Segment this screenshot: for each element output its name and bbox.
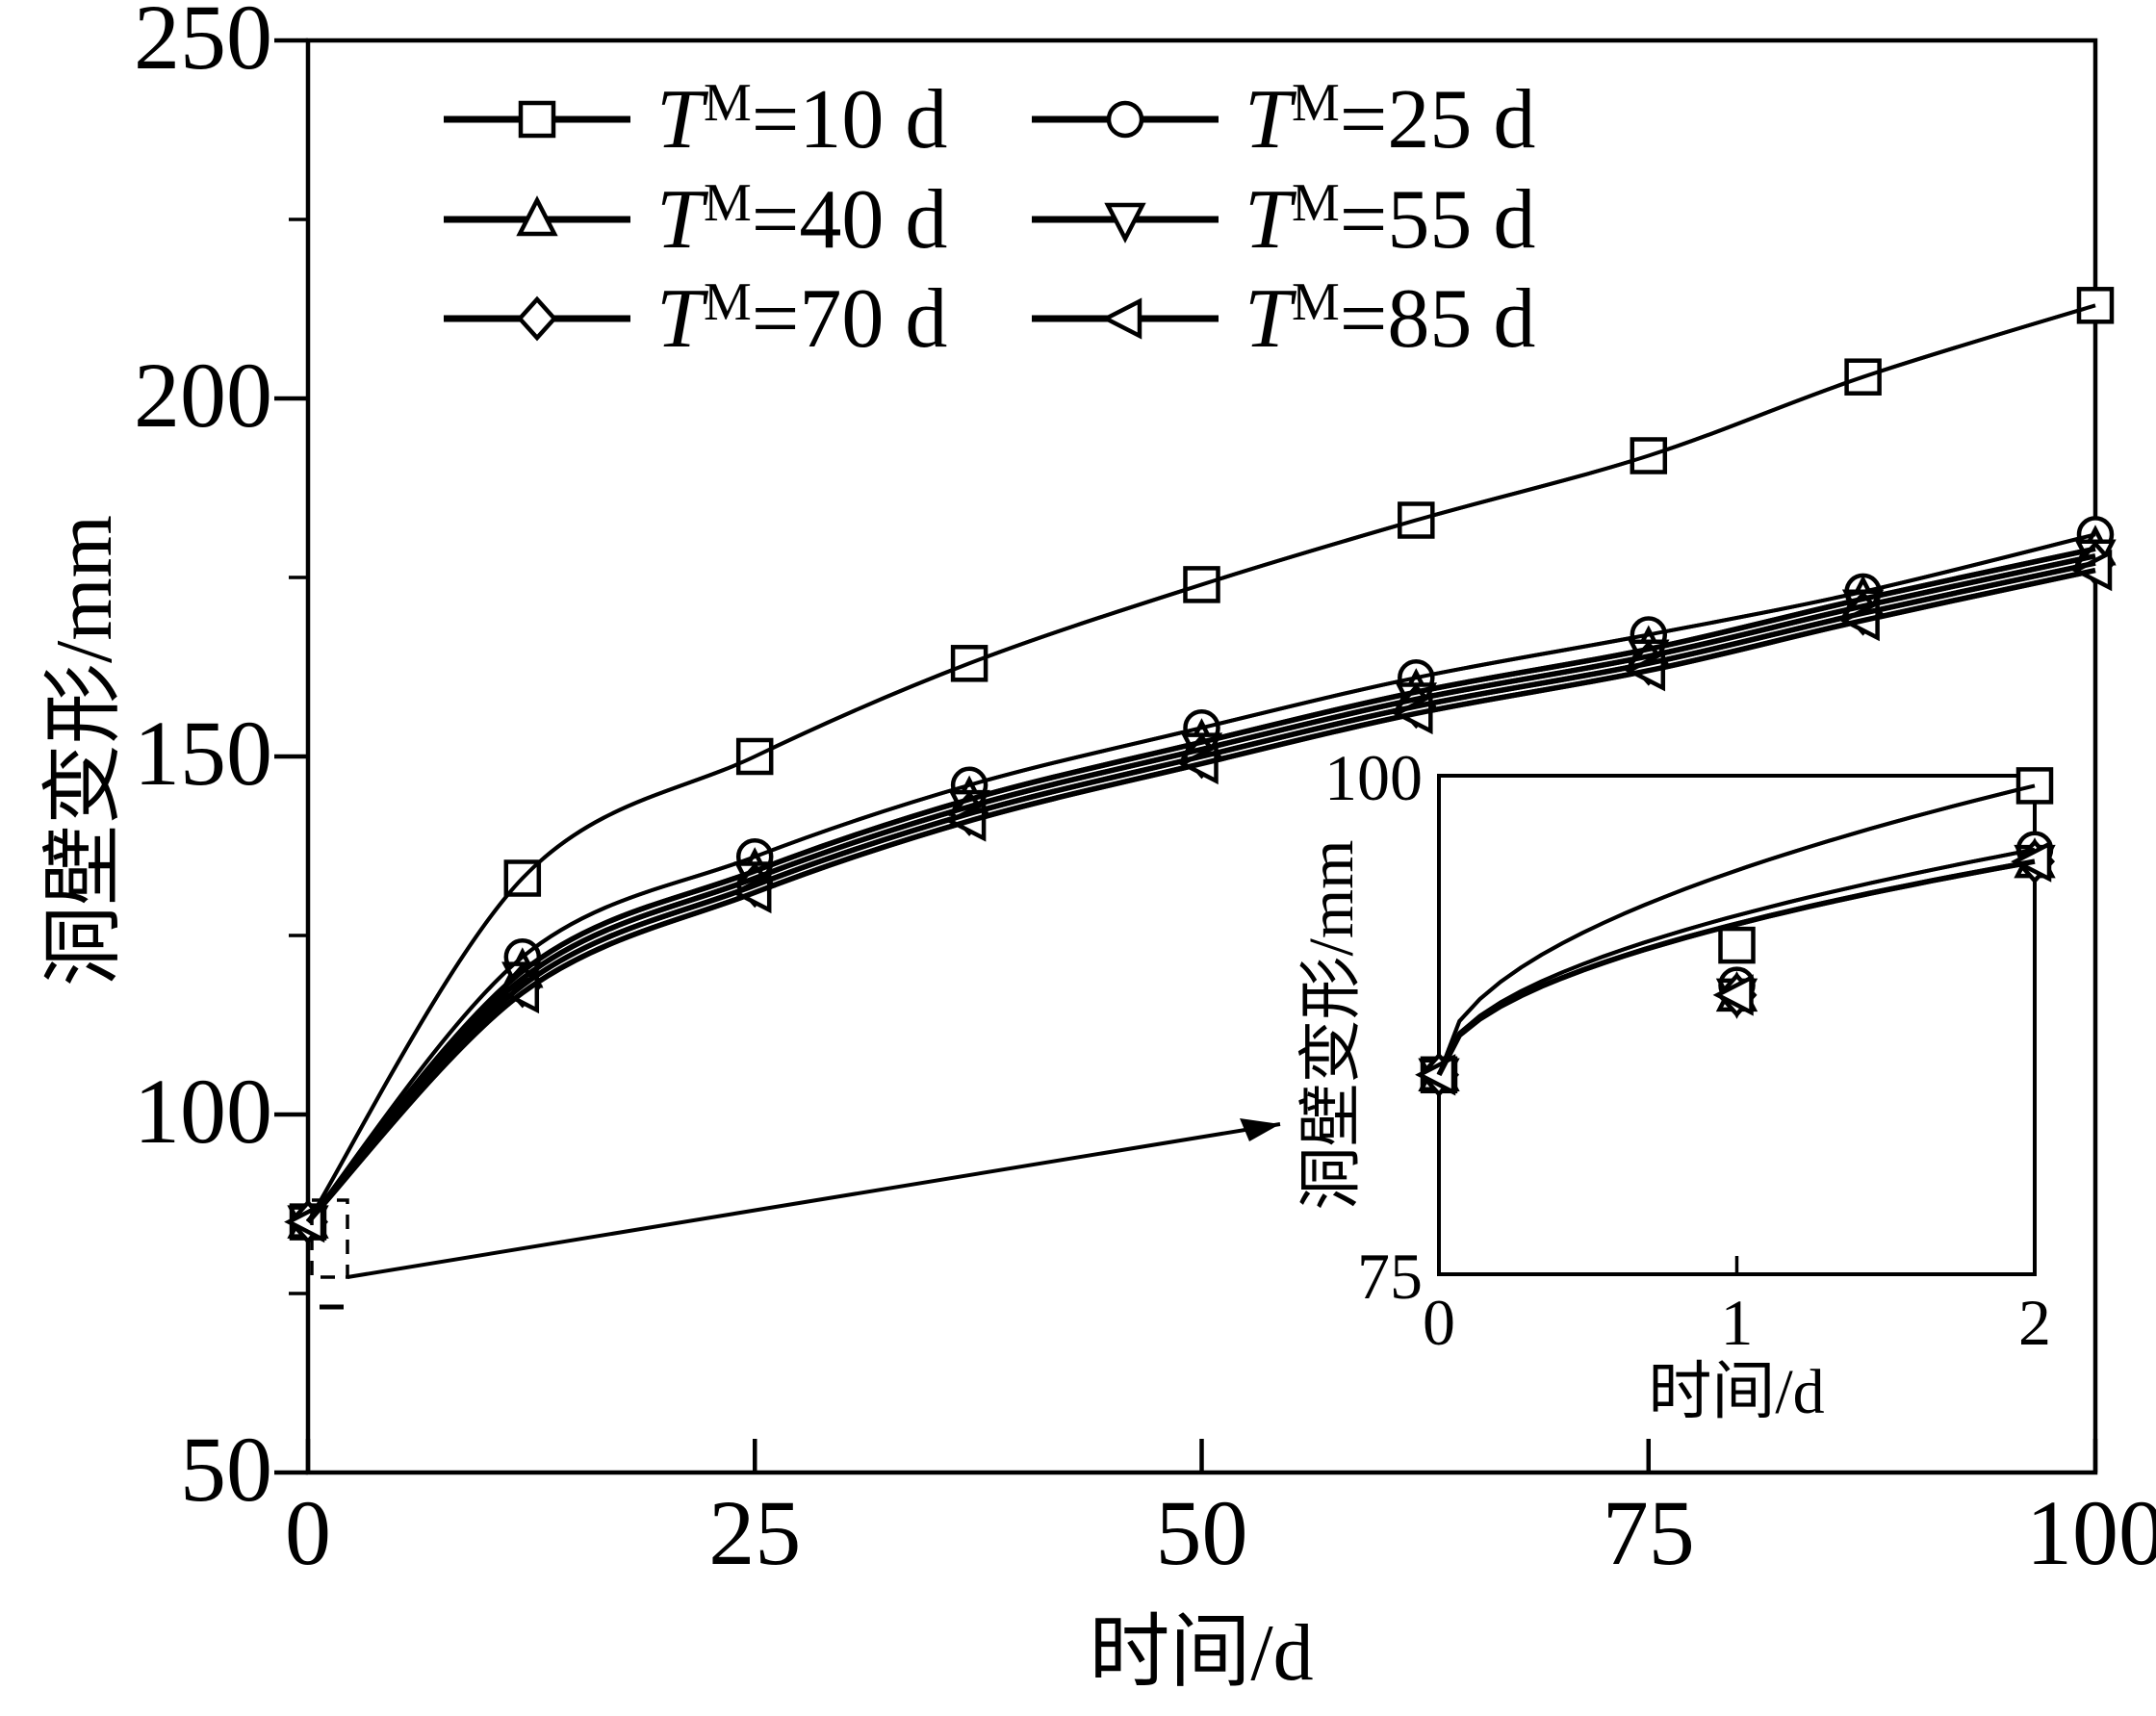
svg-text:洞壁变形/mm: 洞壁变形/mm	[39, 515, 129, 986]
svg-text:50: 50	[180, 1418, 272, 1521]
svg-text:TM=70 d: TM=70 d	[656, 272, 947, 366]
svg-text:1: 1	[1721, 1286, 1754, 1359]
svg-text:TM=40 d: TM=40 d	[656, 173, 947, 267]
svg-text:150: 150	[134, 702, 272, 805]
svg-text:TM=85 d: TM=85 d	[1245, 272, 1535, 366]
svg-text:时间/d: 时间/d	[1648, 1357, 1824, 1427]
svg-text:时间/d: 时间/d	[1089, 1608, 1313, 1698]
svg-text:100: 100	[2026, 1481, 2156, 1584]
svg-text:75: 75	[1357, 1240, 1423, 1313]
svg-text:2: 2	[2018, 1286, 2051, 1359]
svg-text:0: 0	[285, 1481, 331, 1584]
svg-text:200: 200	[134, 344, 272, 447]
svg-text:100: 100	[1324, 741, 1423, 814]
svg-text:25: 25	[708, 1481, 801, 1584]
svg-text:TM=55 d: TM=55 d	[1245, 173, 1535, 267]
svg-text:TM=10 d: TM=10 d	[656, 73, 947, 166]
svg-text:0: 0	[1423, 1286, 1455, 1359]
svg-text:250: 250	[134, 0, 272, 89]
svg-text:100: 100	[134, 1060, 272, 1163]
svg-text:TM=25 d: TM=25 d	[1245, 73, 1535, 166]
svg-text:50: 50	[1156, 1481, 1248, 1584]
svg-text:75: 75	[1603, 1481, 1695, 1584]
svg-text:洞壁变形/mm: 洞壁变形/mm	[1296, 839, 1367, 1210]
